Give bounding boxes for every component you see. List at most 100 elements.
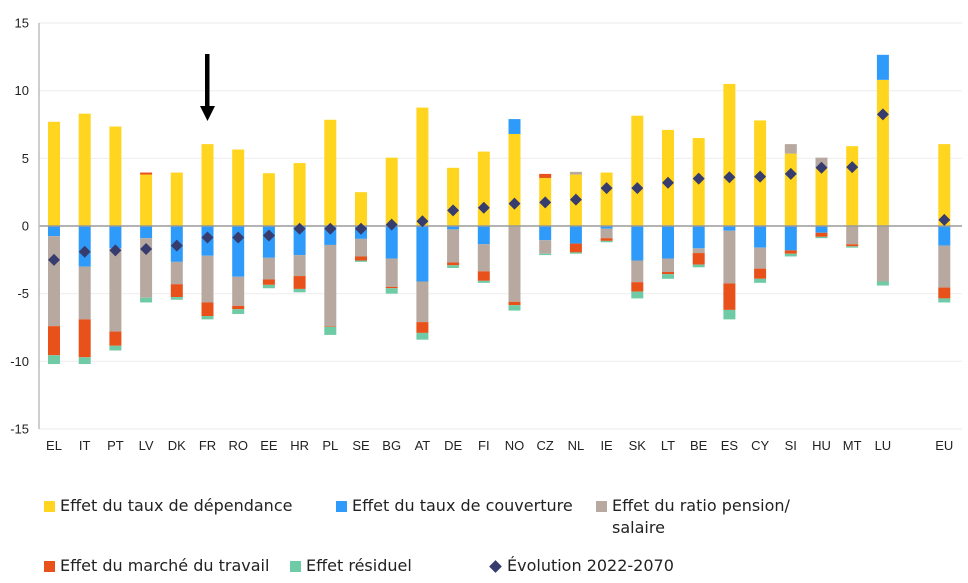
evolution-marker-cz (539, 196, 552, 209)
y-tick-label: -5 (17, 286, 29, 301)
bar-segment-lab-si (784, 250, 797, 254)
bar-segment-dep-dk (170, 172, 183, 226)
evolution-marker-at (416, 215, 429, 228)
x-tick-label: AT (415, 438, 431, 453)
bar-segment-lab-ee (262, 279, 275, 285)
bar-segment-ratio-pt (109, 248, 122, 332)
bar-segment-dep-se (355, 192, 367, 226)
bar-segment-dep-eu (938, 144, 951, 226)
bar-segment-lab-cy (754, 268, 767, 279)
bar-segment-res-fi (477, 280, 490, 283)
bar-segment-lab-be (692, 253, 705, 265)
y-tick-label: 15 (15, 16, 29, 31)
bar-segment-cov-no (508, 119, 521, 134)
evolution-marker-hu (815, 161, 828, 174)
bar-segment-res-dk (170, 297, 183, 300)
bar-segment-cov-si (784, 226, 797, 251)
bar-segment-cov-ie (600, 226, 613, 229)
evolution-marker-es (723, 171, 736, 184)
bar-segment-lab-es (723, 283, 736, 310)
legend-swatch-icon (596, 501, 607, 512)
bar-segment-res-lt (662, 274, 674, 279)
evolution-marker-bg (385, 218, 398, 231)
bar-segment-ratio-se (355, 238, 367, 257)
bar-segment-cov-de (447, 226, 460, 230)
bar-segment-cov-fi (477, 226, 490, 245)
bar-segment-cov-nl (569, 226, 582, 244)
bar-segment-res-es (723, 309, 736, 320)
x-tick-label: IE (600, 438, 613, 453)
bar-segment-res-be (692, 264, 705, 268)
legend-swatch-icon (290, 561, 301, 572)
x-tick-label: SI (785, 438, 797, 453)
bar-segment-dep-sk (631, 115, 644, 226)
x-tick-label: FI (478, 438, 490, 453)
bar-segment-cov-hr (293, 226, 306, 256)
evolution-marker-mt (846, 161, 859, 174)
bar-segment-dep-ro (232, 149, 245, 226)
bar-segment-res-cz (539, 253, 552, 256)
legend-label: Effet du ratio pension/ salaire (612, 496, 790, 537)
bar-segment-res-se (355, 260, 367, 262)
bar-segment-cov-hu (815, 226, 828, 233)
x-tick-label: LV (139, 438, 154, 453)
bar-segment-lab-ie (600, 238, 613, 241)
evolution-marker-ee (262, 229, 275, 242)
bar-segment-dep-es (723, 83, 736, 227)
bar-segment-ratio-be (692, 248, 705, 254)
gridlines (39, 22, 962, 430)
x-tick-label: EL (46, 438, 62, 453)
bar-segment-dep-el (48, 121, 60, 226)
legend-swatch-icon (336, 501, 347, 512)
bar-segment-lab-no (508, 301, 521, 306)
bar-segment-dep-si (784, 153, 797, 226)
evolution-marker-be (692, 172, 705, 185)
x-tick-label: HU (812, 438, 831, 453)
bar-segment-res-pt (109, 345, 122, 351)
legend-label: Effet du marché du travail (60, 556, 270, 575)
bar-segment-res-ie (600, 240, 613, 243)
bar-segment-cov-lv (140, 226, 153, 239)
bar-segment-dep-it (78, 113, 91, 226)
evolution-marker-no (508, 197, 521, 210)
x-tick-label: ES (721, 438, 739, 453)
bar-segment-cov-el (48, 226, 60, 237)
bar-segment-ratio-lv (140, 238, 153, 298)
bar-segment-ratio-pl (324, 244, 337, 327)
bar-segment-res-eu (938, 298, 951, 303)
bar-segment-cov-es (723, 226, 736, 231)
bar-segment-cov-eu (938, 226, 951, 246)
legend-item-marche: Effet du marché du travail (44, 555, 269, 577)
x-tick-label: RO (228, 438, 248, 453)
bar-segment-dep-at (416, 107, 429, 226)
bar-segment-cov-lu (876, 54, 889, 80)
evolution-marker-pl (324, 222, 337, 235)
bar-segment-lab-bg (385, 286, 398, 289)
bar-segment-ratio-dk (170, 261, 183, 285)
evolution-marker-hr (293, 222, 306, 235)
bar-segment-cov-sk (631, 226, 644, 261)
bar-segment-res-de (447, 265, 460, 268)
x-tick-label: HR (290, 438, 309, 453)
legend-swatch-icon (44, 561, 55, 572)
bar-segment-dep-mt (846, 146, 859, 226)
bar-segment-dep-ee (262, 173, 275, 226)
evolution-marker-cy (754, 170, 767, 183)
evolution-marker-fr (201, 231, 214, 244)
x-axis-labels: EL IT PT LV DK FR RO EE HR PL SE BG AT DE FI NO CZ NL IE SK… (46, 438, 953, 453)
bar-segment-dep-pl (324, 119, 337, 226)
evolution-marker-lu (876, 108, 889, 121)
bar-segment-ratio-si (784, 144, 797, 154)
bar-segment-lab-it (78, 319, 91, 358)
legend-label: Effet résiduel (306, 556, 412, 575)
bar-segment-lab-nl (569, 243, 582, 253)
evolution-marker-lt (662, 176, 674, 189)
bar-segment-cov-cy (754, 226, 767, 248)
bar-segment-ratio-it (78, 266, 91, 320)
bar-segment-res-ee (262, 284, 275, 289)
bar-segment-lab-eu (938, 287, 951, 299)
x-tick-label: PT (107, 438, 124, 453)
bar-segment-lab-cz (539, 173, 552, 178)
bar-segment-cov-lt (662, 226, 674, 259)
x-tick-label: MT (843, 438, 862, 453)
